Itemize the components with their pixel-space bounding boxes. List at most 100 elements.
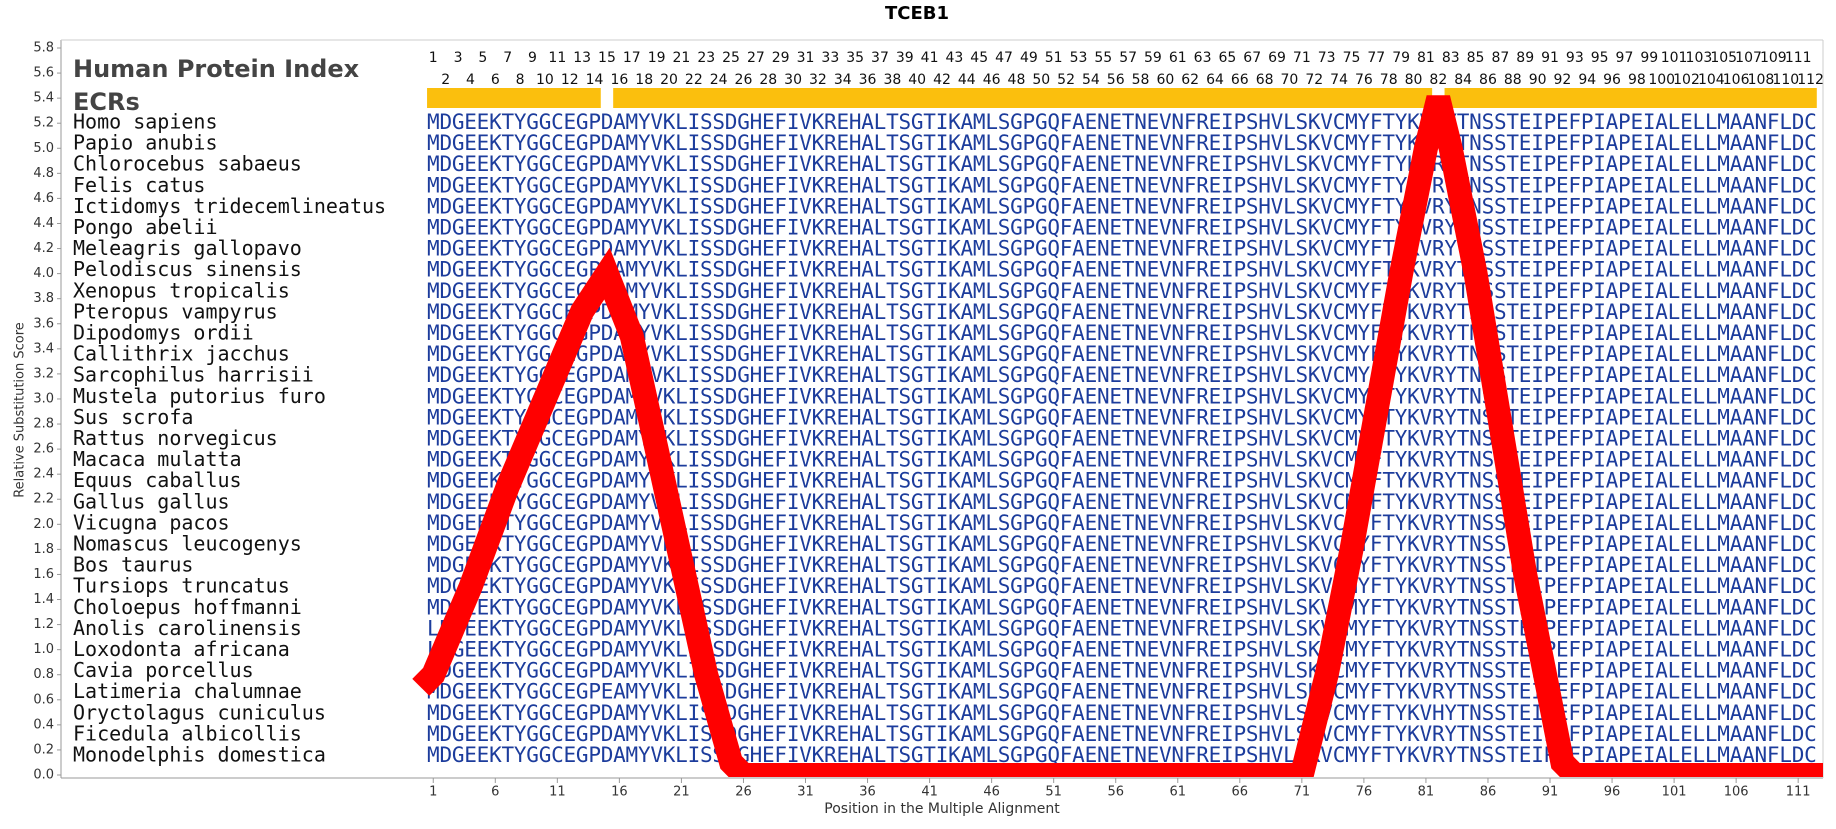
protein-index: 57 <box>1119 50 1137 66</box>
species-name: Equus caballus <box>73 468 242 492</box>
protein-index: 34 <box>834 72 852 88</box>
species-name: Felis catus <box>73 173 205 197</box>
species-name: Chlorocebus sabaeus <box>73 152 302 176</box>
sequence: MDGEEKTYGGCEGPDAMYVKLISSDGHEFIVKREHALTSG… <box>427 216 1817 240</box>
protein-index: 94 <box>1578 72 1596 88</box>
sequence: LDGEEKTYGGCEGPDAMYVKLISSDGHEFIVKREHALTSG… <box>427 638 1817 662</box>
protein-index: 108 <box>1748 72 1775 88</box>
protein-index: 80 <box>1405 72 1423 88</box>
protein-index: 95 <box>1591 50 1609 66</box>
protein-index: 63 <box>1194 50 1212 66</box>
protein-index: 40 <box>908 72 926 88</box>
x-tick-label: 96 <box>1604 785 1621 800</box>
sequence: MDGEEKTYGGCEGPDAMYVKLISSDGHEFIVKREHALTSG… <box>427 532 1817 556</box>
protein-index: 65 <box>1218 50 1236 66</box>
protein-index: 7 <box>503 50 512 66</box>
x-tick-label: 56 <box>1107 785 1124 800</box>
protein-index: 35 <box>846 50 864 66</box>
protein-index: 97 <box>1616 50 1634 66</box>
protein-index: 39 <box>896 50 914 66</box>
protein-index: 8 <box>516 72 525 88</box>
protein-index: 58 <box>1132 72 1150 88</box>
protein-index: 103 <box>1686 50 1713 66</box>
x-tick-label: 66 <box>1232 785 1249 800</box>
protein-index: 84 <box>1454 72 1472 88</box>
sequence: MDGEEKTYGGCEGPDAMYVKLISSDGHEFIVKREHALTSG… <box>427 173 1817 197</box>
y-tick-label: 1.0 <box>33 642 54 657</box>
protein-index: 67 <box>1243 50 1261 66</box>
protein-index: 85 <box>1467 50 1485 66</box>
sequence: MDGEEKTYGGCEGPEAMYVKLISSDGHEFIVKREHALTSG… <box>427 680 1817 704</box>
protein-index: 66 <box>1231 72 1249 88</box>
species-name: Oryctolagus cuniculus <box>73 700 326 724</box>
protein-index: 5 <box>478 50 487 66</box>
y-tick-label: 0.0 <box>33 768 54 783</box>
species-name: Loxodonta africana <box>73 637 290 661</box>
protein-index: 99 <box>1640 50 1658 66</box>
protein-index: 59 <box>1144 50 1162 66</box>
protein-index: 100 <box>1648 72 1675 88</box>
sequence: MDGEEKTYGGCEGPDAMYVKLISSDGHEFIVKREHALTSG… <box>427 511 1817 535</box>
x-tick-label: 86 <box>1480 785 1497 800</box>
species-name: Sus scrofa <box>73 405 193 429</box>
x-tick-label: 51 <box>1045 785 1062 800</box>
x-axis-label: Position in the Multiple Alignment <box>824 801 1060 817</box>
species-name: Papio anubis <box>73 131 218 155</box>
y-tick-label: 5.0 <box>33 141 54 156</box>
species-name: Cavia porcellus <box>73 658 254 682</box>
protein-index: 74 <box>1330 72 1348 88</box>
x-tick-label: 36 <box>859 785 876 800</box>
protein-index: 109 <box>1760 50 1787 66</box>
y-tick-label: 4.2 <box>33 241 54 256</box>
species-name: Choloepus hoffmanni <box>73 595 302 619</box>
x-tick-label: 16 <box>611 785 628 800</box>
sequence: MDGEEKTYGGCEGPDAMYVKLISSDGHEFIVKREHALTSG… <box>427 194 1817 218</box>
sequence: MDGEEKTYGGCEGPDAMYVKLISSDGHEFIVKREHALTSG… <box>427 237 1817 261</box>
species-name: Bos taurus <box>73 553 193 577</box>
protein-index: 71 <box>1293 50 1311 66</box>
protein-index: 25 <box>722 50 740 66</box>
sequence: MDGEEKTYGGCEGPDAMYVKLISSDGHEFIVKREHALTSG… <box>427 131 1817 155</box>
y-tick-label: 4.0 <box>33 266 54 281</box>
protein-index: 2 <box>441 72 450 88</box>
y-tick-label: 3.0 <box>33 391 54 406</box>
protein-index: 102 <box>1673 72 1700 88</box>
sequence: MDGEEKTYGGCEGPDAMYVKLISSDGHEFIVKREHALTSG… <box>427 595 1817 619</box>
score-line <box>412 95 1823 777</box>
protein-index: 76 <box>1355 72 1373 88</box>
y-tick-label: 2.0 <box>33 517 54 532</box>
protein-index: 45 <box>970 50 988 66</box>
protein-index: 31 <box>797 50 815 66</box>
protein-index: 46 <box>983 72 1001 88</box>
protein-index: 18 <box>635 72 653 88</box>
protein-index: 14 <box>586 72 604 88</box>
protein-index: 38 <box>883 72 901 88</box>
species-name: Callithrix jacchus <box>73 342 290 366</box>
protein-index: 87 <box>1491 50 1509 66</box>
protein-index: 70 <box>1281 72 1299 88</box>
y-tick-label: 4.8 <box>33 166 54 181</box>
protein-index: 61 <box>1169 50 1187 66</box>
y-tick-label: 3.2 <box>33 366 54 381</box>
protein-index: 42 <box>933 72 951 88</box>
protein-index: 110 <box>1772 72 1799 88</box>
sequence: MDGEEKTYGGCEGPDAMYVKLISSDGHEFIVKREHALTSG… <box>427 553 1817 577</box>
sequence: LDGEEKTYGGCEGPDAMYVKLISSDGHEFIVKREHALTSG… <box>427 659 1817 683</box>
protein-index: 60 <box>1156 72 1174 88</box>
species-name: Ictidomys tridecemlineatus <box>73 194 386 218</box>
protein-index: 89 <box>1516 50 1534 66</box>
y-tick-label: 1.4 <box>33 592 54 607</box>
species-name: Ficedula albicollis <box>73 721 302 745</box>
y-tick-label: 5.4 <box>33 91 54 106</box>
protein-index: 13 <box>573 50 591 66</box>
sequence: LDGEEKTYGGCEGPDAMYVKLISSDGHEFIVKREHALTSG… <box>427 616 1817 640</box>
protein-index: 28 <box>759 72 777 88</box>
y-tick-label: 0.4 <box>33 717 54 732</box>
protein-index: 104 <box>1698 72 1725 88</box>
x-tick-label: 101 <box>1662 785 1687 800</box>
protein-index: 11 <box>548 50 566 66</box>
protein-index: 33 <box>821 50 839 66</box>
